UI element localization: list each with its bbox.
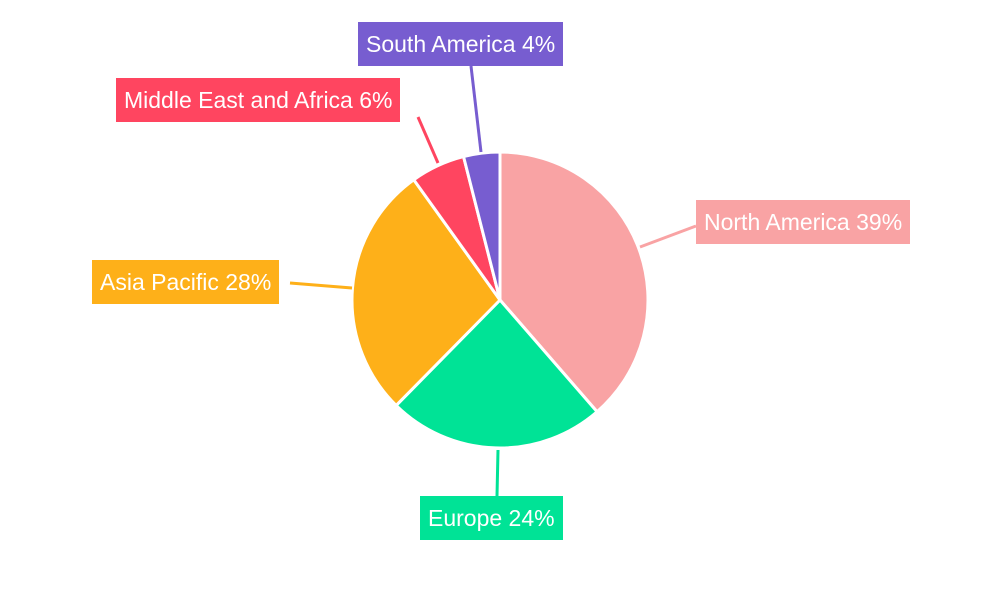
- pie-slice-south-america[interactable]: [461, 150, 502, 301]
- label-north-america: North America 39%: [696, 200, 911, 244]
- label-asia-pacific: Asia Pacific 28%: [92, 260, 280, 304]
- leader-line: [639, 224, 697, 249]
- label-middle-east-africa: Middle East and Africa 6%: [116, 78, 401, 122]
- label-europe: Europe 24%: [420, 496, 563, 540]
- leader-line: [289, 281, 353, 290]
- leader-line: [469, 65, 483, 153]
- pie-slice-north-america[interactable]: [498, 150, 650, 414]
- label-south-america: South America 4%: [358, 22, 564, 66]
- pie-slice-europe[interactable]: [394, 297, 600, 450]
- leader-line: [416, 116, 440, 164]
- leader-line: [495, 449, 500, 497]
- pie-slice-asia-pacific[interactable]: [350, 177, 502, 408]
